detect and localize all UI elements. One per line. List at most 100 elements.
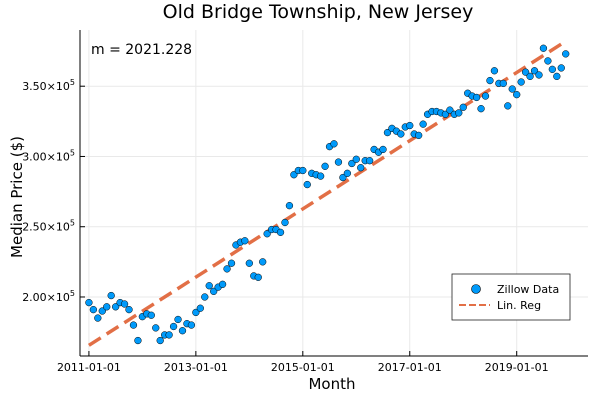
data-point — [548, 65, 557, 73]
x-tick-label: 2019-01-01 — [485, 361, 549, 374]
data-point — [526, 72, 534, 81]
y-tick-labels: 2.00×105 2.50×105 3.00×105 3.50×105 — [22, 78, 75, 304]
x-tick-label: 2017-01-01 — [378, 361, 442, 374]
data-point — [201, 293, 209, 301]
data-point — [539, 44, 548, 52]
data-point — [477, 105, 485, 113]
data-point — [241, 237, 249, 245]
data-point — [499, 79, 507, 88]
data-point — [446, 106, 454, 114]
data-point — [285, 201, 294, 210]
data-point — [406, 121, 414, 130]
legend-box — [451, 273, 571, 321]
data-point — [490, 67, 499, 75]
data-point — [299, 166, 307, 175]
data-point — [459, 103, 467, 111]
data-point — [210, 287, 218, 296]
data-point — [397, 130, 405, 138]
data-point — [196, 304, 204, 312]
axes — [79, 30, 588, 357]
data-point — [339, 173, 347, 182]
data-point — [303, 180, 311, 189]
data-point — [227, 259, 236, 267]
y-tick-label: 2.50×105 — [22, 219, 75, 234]
data-point — [174, 315, 182, 324]
data-point — [419, 120, 427, 128]
data-point — [94, 314, 102, 322]
data-point — [557, 64, 565, 72]
data-point — [281, 218, 289, 227]
data-point — [383, 128, 392, 137]
data-point — [111, 303, 120, 311]
data-point — [259, 258, 267, 266]
legend: Zillow Data Lin. Reg — [451, 273, 571, 321]
data-point — [125, 305, 133, 314]
legend-label-regression: Lin. Reg — [497, 299, 541, 312]
slope-annotation: m = 2021.228 — [91, 42, 192, 58]
scatter-layer — [85, 44, 570, 345]
data-point — [254, 273, 262, 281]
data-point — [517, 78, 525, 86]
y-axis-label: Median Price ($) — [8, 136, 26, 258]
chart-title: Old Bridge Township, New Jersey — [163, 1, 474, 23]
y-tick-label: 3.50×105 — [22, 78, 75, 93]
data-point — [223, 265, 231, 273]
data-point — [379, 145, 387, 154]
data-point — [134, 336, 142, 345]
x-tick-label: 2011-01-01 — [57, 361, 121, 374]
data-point — [98, 307, 106, 315]
data-point — [152, 324, 160, 332]
regression-layer — [87, 39, 567, 347]
data-point — [348, 159, 356, 168]
data-point — [129, 321, 138, 329]
data-point — [343, 169, 352, 177]
legend-marker-zillow — [471, 284, 481, 294]
data-point — [120, 300, 129, 308]
data-point — [504, 102, 512, 110]
data-point — [245, 259, 253, 267]
data-point — [147, 311, 155, 319]
data-point — [521, 68, 530, 76]
data-point — [441, 110, 450, 118]
data-point — [486, 76, 494, 85]
data-point — [562, 50, 570, 58]
x-tick-labels: 2011-01-01 2013-01-01 2015-01-01 2017-01-01… — [57, 361, 549, 374]
data-point — [89, 305, 98, 314]
data-point — [165, 331, 173, 339]
data-point — [290, 171, 298, 179]
data-point — [481, 92, 490, 100]
data-point — [455, 109, 463, 117]
y-tick-label: 3.00×105 — [22, 148, 75, 163]
y-tick-label: 2.00×105 — [22, 289, 75, 304]
data-point — [218, 280, 227, 288]
data-point — [530, 67, 539, 75]
x-tick-label: 2013-01-01 — [164, 361, 228, 374]
data-point — [415, 131, 423, 140]
data-point — [508, 85, 516, 93]
data-point — [544, 57, 552, 65]
x-tick-label: 2015-01-01 — [271, 361, 335, 374]
data-point — [187, 321, 196, 329]
data-point — [334, 158, 343, 166]
data-point — [107, 291, 115, 300]
data-point — [316, 172, 325, 180]
data-point — [178, 327, 187, 335]
data-point — [472, 93, 481, 102]
data-point — [192, 308, 200, 317]
data-point — [535, 71, 543, 79]
data-point — [103, 303, 111, 311]
data-point — [553, 72, 561, 81]
data-point — [357, 164, 365, 172]
data-point — [205, 282, 213, 290]
data-point — [365, 157, 374, 165]
data-point — [156, 336, 164, 345]
data-point — [276, 228, 285, 236]
data-point — [330, 140, 338, 148]
data-point — [352, 155, 360, 163]
data-point — [263, 230, 271, 238]
x-axis-label: Month — [308, 375, 355, 393]
data-point — [513, 90, 521, 99]
legend-label-zillow: Zillow Data — [497, 283, 559, 296]
